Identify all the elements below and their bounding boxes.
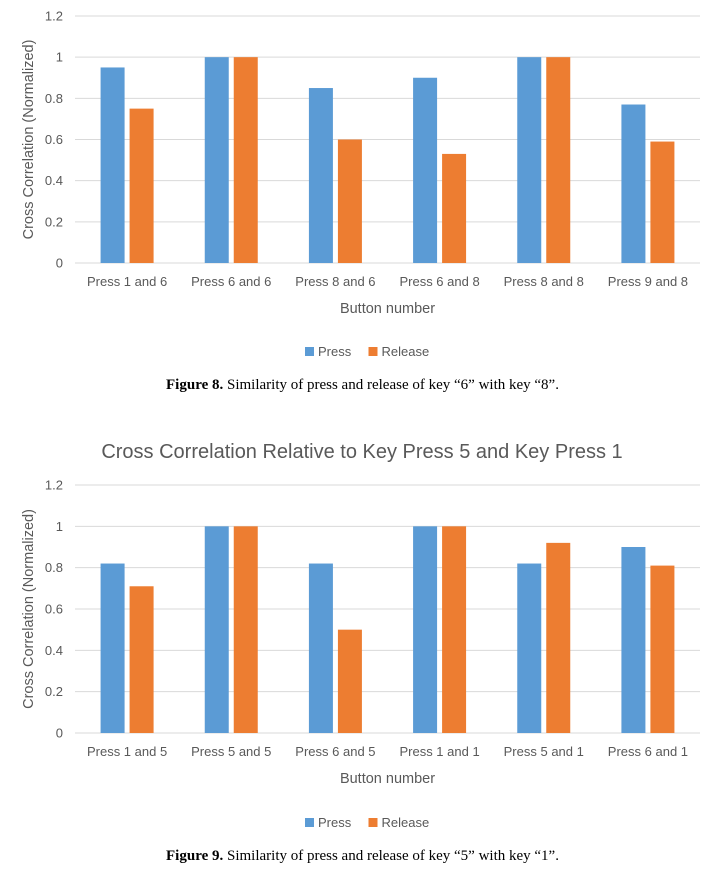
press-bar [204,57,229,263]
release-bar [129,108,154,263]
caption-text: Similarity of press and release of key “… [223,377,559,393]
legend-release-label: Release [382,815,430,830]
press-bar [308,88,333,264]
caption-label: Figure 8. [166,377,224,393]
legend-press-label: Press [318,815,352,830]
y-axis-title: Cross Correlation (Normalized) [21,40,37,240]
legend-press-label: Press [318,344,352,359]
press-bar [100,563,125,733]
x-category-label: Press 1 and 5 [87,744,167,759]
y-axis-title: Cross Correlation (Normalized) [21,509,37,709]
y-tick-label: 0.6 [45,132,63,147]
release-bar [233,526,258,733]
y-tick-label: 1.2 [45,9,63,24]
figure-9-chart: Cross Correlation Relative to Key Press … [21,441,700,830]
x-category-label: Press 8 and 6 [295,274,375,289]
y-tick-label: 0.4 [45,643,63,658]
legend-press-swatch [305,818,314,827]
release-bar [442,153,467,263]
caption-label: Figure 9. [166,848,224,864]
figure-8-caption: Figure 8. Similarity of press and releas… [0,377,725,394]
y-tick-label: 1.2 [45,478,63,493]
figure-9-caption: Figure 9. Similarity of press and releas… [0,848,725,865]
y-tick-label: 0.6 [45,602,63,617]
legend-release-swatch [368,818,378,827]
release-bar [233,57,258,263]
caption-text: Similarity of press and release of key “… [223,848,559,864]
x-category-label: Press 9 and 8 [608,274,688,289]
x-category-label: Press 6 and 1 [608,744,688,759]
legend-release-label: Release [382,344,430,359]
release-bar [650,141,675,263]
press-bar [100,67,125,263]
x-axis-title: Button number [340,771,435,787]
x-category-label: Press 6 and 8 [399,274,479,289]
release-bar [442,526,467,733]
y-tick-label: 0.4 [45,173,63,188]
press-bar [621,104,646,263]
y-tick-label: 0.8 [45,91,63,106]
press-bar [517,57,542,263]
chart-title: Cross Correlation Relative to Key Press … [101,441,622,463]
figure-8-chart: 0 0.2 0.4 0.6 0.8 1 1.2 Press 1 and 6 Press 6 an… [21,9,700,359]
press-bar [413,77,438,263]
release-bar [650,565,675,733]
legend-press-swatch [305,347,314,356]
y-tick-label: 0.2 [45,684,63,699]
x-category-label: Press 1 and 1 [399,744,479,759]
press-bar [204,526,229,733]
press-bar [413,526,438,733]
x-category-label: Press 6 and 6 [191,274,271,289]
release-bar [546,542,571,733]
x-category-label: Press 8 and 8 [504,274,584,289]
press-bar [621,547,646,733]
press-bar [517,563,542,733]
release-bar [546,57,571,263]
press-bar [308,563,333,733]
legend-release-swatch [368,347,378,356]
release-bar [129,586,154,733]
y-tick-label: 0 [56,726,63,741]
x-axis-title: Button number [340,301,435,317]
release-bar [337,629,362,733]
y-tick-label: 0 [56,256,63,271]
y-tick-label: 1 [56,50,63,65]
x-category-label: Press 6 and 5 [295,744,375,759]
x-category-label: Press 5 and 5 [191,744,271,759]
x-category-label: Press 5 and 1 [504,744,584,759]
y-tick-label: 0.8 [45,560,63,575]
x-category-label: Press 1 and 6 [87,274,167,289]
y-tick-label: 0.2 [45,214,63,229]
y-tick-label: 1 [56,519,63,534]
release-bar [337,139,362,263]
